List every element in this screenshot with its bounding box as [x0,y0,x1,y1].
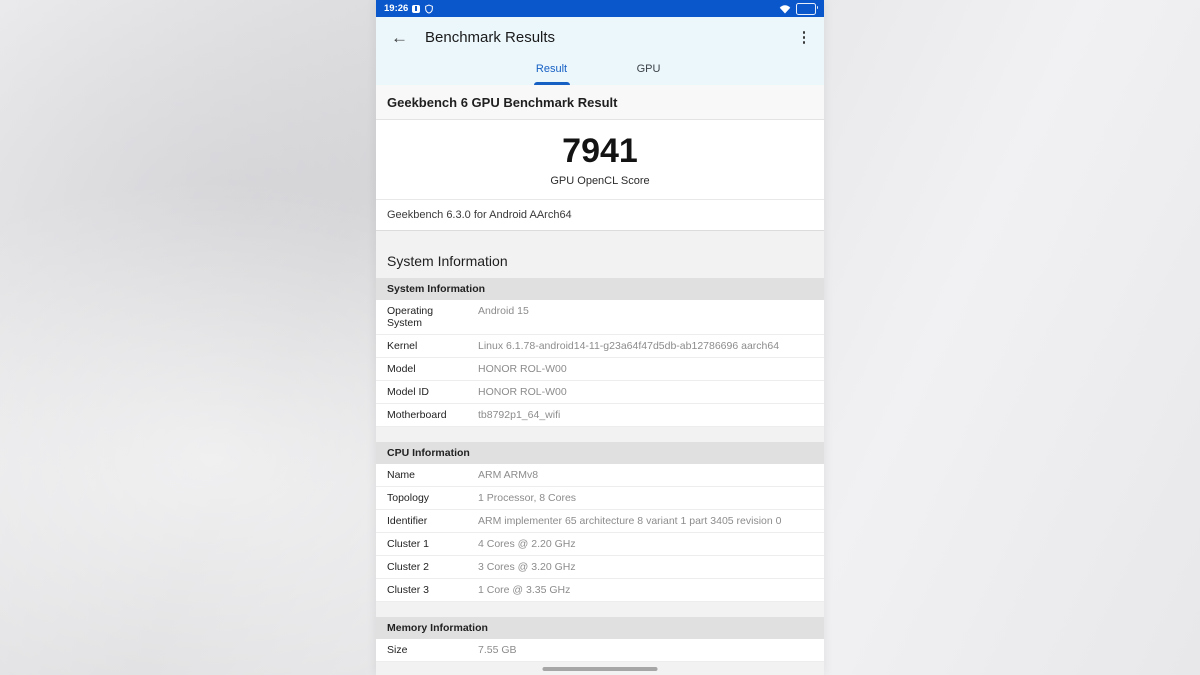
row-value: HONOR ROL-W00 [478,363,567,376]
table-section-header: Memory Information [376,617,824,640]
page-title: Benchmark Results [425,29,556,46]
geekbench-version: Geekbench 6.3.0 for Android AArch64 [387,209,572,222]
row-label: Cluster 3 [387,584,430,597]
notification-app-icon [412,4,421,13]
table-row: Motherboard tb8792p1_64_wifi [376,404,824,428]
row-value: 1 Processor, 8 Cores [478,492,577,505]
phone-screen: 19:26 ← Benchmark Results Result GPU Ge [376,0,824,675]
data-saver-shield-icon [424,4,434,14]
row-value: ARM implementer 65 architecture 8 varian… [478,515,782,528]
table-row: Topology 1 Processor, 8 Cores [376,487,824,511]
table-row: Identifier ARM implementer 65 architectur… [376,510,824,534]
row-label: Topology [387,492,430,505]
row-label: Name [387,469,416,482]
back-arrow-icon[interactable]: ← [391,28,408,47]
table-section-header: System Information [376,278,824,301]
info-tables: System Information Operating System Androi… [376,278,824,663]
table-section-header: CPU Information [376,442,824,465]
app-header: ← Benchmark Results [376,17,824,58]
row-label: Motherboard [387,409,447,422]
row-label: Operating System [387,305,434,330]
info-table: CPU Information Name ARM ARMv8 Topology 1 Pr… [376,442,824,603]
table-row: Cluster 1 4 Cores @ 2.20 GHz [376,533,824,557]
table-row: Cluster 2 3 Cores @ 3.20 GHz [376,556,824,580]
row-label: Size [387,644,408,657]
row-label: Cluster 2 [387,561,430,574]
tab-gpu[interactable]: GPU [636,63,661,75]
status-time: 19:26 [384,3,409,14]
row-value: ARM ARMv8 [478,469,539,482]
row-label: Cluster 1 [387,538,430,551]
row-label: Identifier [387,515,428,528]
gesture-navigation-pill[interactable] [542,667,658,671]
info-table: System Information Operating System Androi… [376,278,824,428]
row-value: Linux 6.1.78-android14-11-g23a64f47d5db-… [478,340,780,353]
row-label: Model ID [387,386,430,399]
system-information-title: System Information [387,253,508,270]
row-value: 3 Cores @ 3.20 GHz [478,561,576,574]
row-value: 1 Core @ 3.35 GHz [478,584,571,597]
table-row: Cluster 3 1 Core @ 3.35 GHz [376,579,824,603]
row-value: tb8792p1_64_wifi [478,409,561,422]
table-row: Name ARM ARMv8 [376,464,824,488]
row-label: Model [387,363,416,376]
table-row: Model HONOR ROL-W00 [376,358,824,382]
row-value: 4 Cores @ 2.20 GHz [478,538,576,551]
tab-bar: Result GPU [376,58,824,85]
status-bar: 19:26 [376,0,824,17]
table-row: Kernel Linux 6.1.78-android14-11-g23a64f4… [376,335,824,359]
score-card: 7941 GPU OpenCL Score Geekbench 6.3.0 fo… [376,120,824,232]
info-table: Memory Information Size 7.55 GB [376,617,824,663]
table-row: Size 7.55 GB [376,639,824,663]
table-row: Operating System Android 15 [376,300,824,336]
row-label: Kernel [387,340,418,353]
result-content[interactable]: Geekbench 6 GPU Benchmark Result 7941 GP… [376,85,824,675]
overflow-menu-icon[interactable] [799,27,810,48]
wifi-icon [779,4,791,14]
gpu-score-label: GPU OpenCL Score [550,175,650,188]
gpu-score-value: 7941 [562,132,638,170]
battery-icon [796,2,818,15]
row-value: Android 15 [478,305,529,318]
benchmark-result-heading: Geekbench 6 GPU Benchmark Result [376,85,824,120]
row-value: HONOR ROL-W00 [478,386,567,399]
row-value: 7.55 GB [478,644,517,657]
tab-result[interactable]: Result [503,58,600,85]
table-row: Model ID HONOR ROL-W00 [376,381,824,405]
